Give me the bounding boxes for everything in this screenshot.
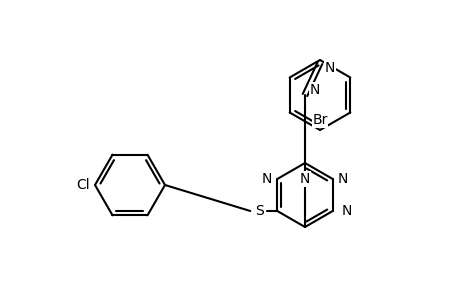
Text: S: S bbox=[254, 204, 263, 218]
Text: N: N bbox=[262, 172, 272, 186]
Text: N: N bbox=[324, 61, 335, 75]
Text: N: N bbox=[341, 204, 351, 218]
Text: N: N bbox=[309, 83, 319, 97]
Text: Cl: Cl bbox=[76, 178, 90, 192]
Text: N: N bbox=[337, 172, 347, 186]
Text: Br: Br bbox=[312, 113, 327, 127]
Text: N: N bbox=[299, 172, 309, 186]
